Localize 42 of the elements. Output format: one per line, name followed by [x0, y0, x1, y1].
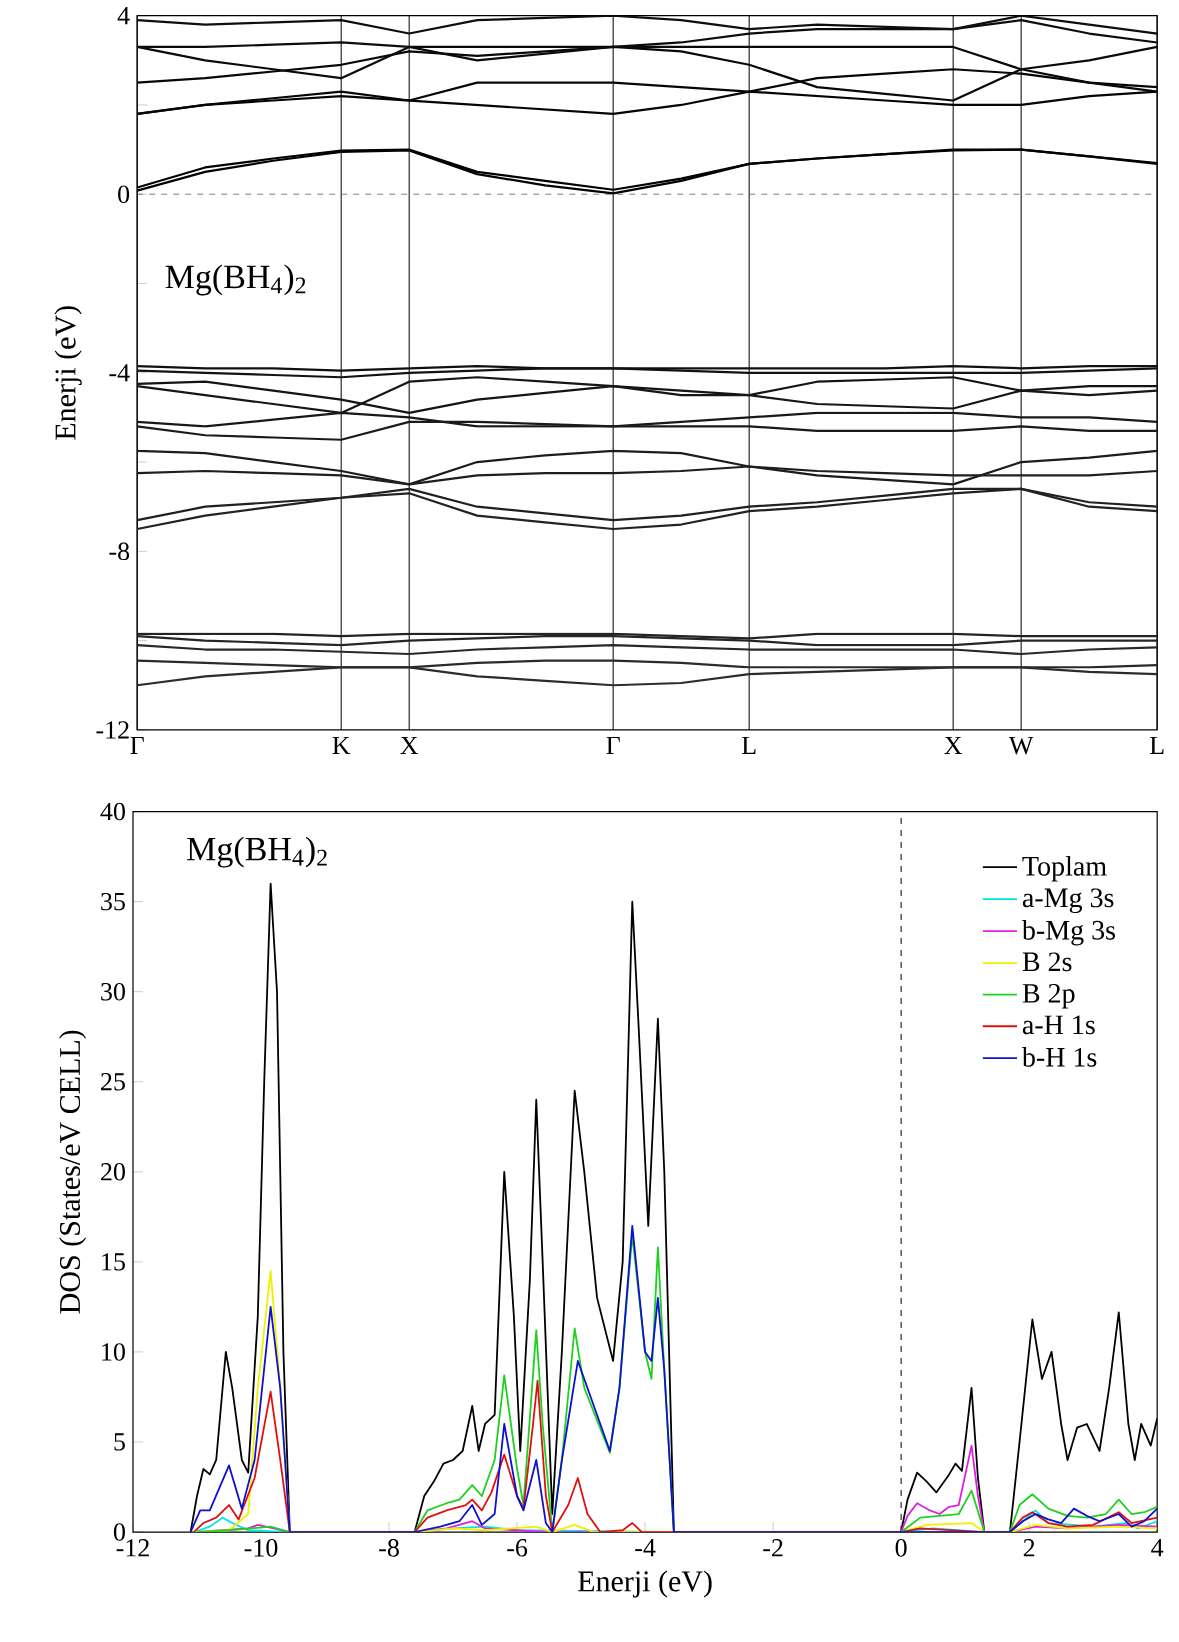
- x-tick-label: -4: [635, 1539, 656, 1557]
- y-tick-label: 5: [114, 1433, 125, 1451]
- y-tick-label: 10: [102, 1343, 125, 1361]
- x-tick-label: X: [400, 736, 419, 754]
- y-axis-title: DOS (States/eV CELL): [58, 1030, 87, 1314]
- y-tick-label: -4: [109, 364, 130, 382]
- y-tick-label: 0: [118, 185, 130, 203]
- x-tick-label: 2: [1023, 1539, 1035, 1557]
- x-tick-label: 4: [1151, 1539, 1164, 1557]
- x-tick-label: -8: [379, 1539, 399, 1557]
- legend-label: a-H 1s: [1022, 1015, 1095, 1035]
- legend-label: b-H 1s: [1021, 1046, 1097, 1067]
- legend-label: b-Mg 3s: [1021, 919, 1115, 946]
- legend-label: a-Mg 3s: [1022, 888, 1114, 914]
- y-tick-label: 4: [117, 7, 130, 25]
- y-tick-label: 30: [101, 982, 125, 1001]
- y-tick-label: 25: [100, 1073, 125, 1091]
- x-tick-label: Γ: [606, 736, 620, 754]
- x-tick-label: K: [332, 736, 351, 754]
- annotation: Mg(BH$_{4}$)$_{2}$: [165, 264, 306, 296]
- y-tick-label: -8: [109, 542, 130, 561]
- x-axis-title: Enerji (eV): [578, 1570, 712, 1598]
- y-tick-label: 40: [100, 802, 125, 821]
- x-tick-label: L: [741, 736, 756, 754]
- x-tick-label: W: [1008, 736, 1034, 755]
- legend-label: Toplam: [1022, 855, 1107, 882]
- legend-label: B 2s: [1022, 952, 1072, 972]
- x-tick-label: L: [1149, 736, 1164, 754]
- x-tick-label: -6: [507, 1539, 528, 1557]
- x-tick-label: X: [944, 736, 963, 754]
- x-tick-label: Γ: [130, 736, 144, 754]
- y-tick-label: -12: [96, 721, 129, 739]
- y-tick-label: 35: [101, 892, 125, 911]
- x-tick-label: -10: [244, 1539, 278, 1557]
- x-tick-label: -2: [763, 1539, 783, 1557]
- x-tick-label: 0: [895, 1539, 907, 1557]
- y-tick-label: 15: [102, 1253, 125, 1271]
- y-tick-label: 0: [113, 1523, 125, 1541]
- y-axis-title: Enerji (eV): [54, 306, 82, 440]
- legend-label: B 2p: [1022, 983, 1075, 1009]
- annotation: Mg(BH$_{4}$)$_{2}$: [187, 836, 327, 868]
- y-tick-label: 20: [100, 1163, 125, 1181]
